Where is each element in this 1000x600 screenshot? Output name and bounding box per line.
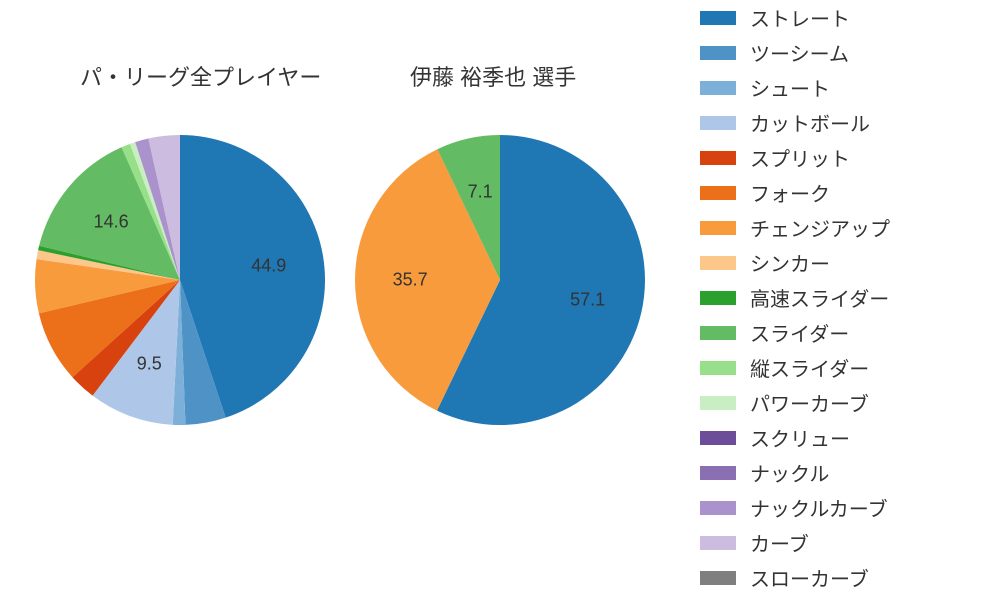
legend-swatch	[700, 501, 736, 515]
pie-label: 44.9	[251, 255, 286, 276]
legend-label: パワーカーブ	[750, 388, 869, 417]
legend-item: 縦スライダー	[700, 350, 980, 385]
pie-league	[33, 133, 327, 427]
legend-item: スプリット	[700, 140, 980, 175]
legend-label: フォーク	[750, 178, 830, 207]
legend-item: ナックルカーブ	[700, 490, 980, 525]
legend-item: チェンジアップ	[700, 210, 980, 245]
legend-item: シュート	[700, 70, 980, 105]
legend-label: カーブ	[750, 528, 809, 557]
legend-label: ナックルカーブ	[750, 493, 888, 522]
legend-item: スローカーブ	[700, 560, 980, 595]
legend: ストレートツーシームシュートカットボールスプリットフォークチェンジアップシンカー…	[700, 0, 980, 595]
legend-swatch	[700, 186, 736, 200]
pie-label: 35.7	[393, 269, 428, 290]
legend-swatch	[700, 256, 736, 270]
pie-label: 7.1	[468, 182, 493, 203]
legend-item: シンカー	[700, 245, 980, 280]
legend-label: スプリット	[750, 143, 850, 172]
pie-label: 57.1	[570, 290, 605, 311]
legend-swatch	[700, 291, 736, 305]
legend-swatch	[700, 326, 736, 340]
legend-label: ナックル	[750, 458, 829, 487]
legend-swatch	[700, 361, 736, 375]
legend-label: スライダー	[750, 318, 849, 347]
legend-swatch	[700, 396, 736, 410]
legend-swatch	[700, 81, 736, 95]
legend-label: ツーシーム	[750, 38, 849, 67]
legend-label: スクリュー	[750, 423, 850, 452]
legend-item: ストレート	[700, 0, 980, 35]
legend-label: カットボール	[750, 108, 870, 137]
legend-swatch	[700, 46, 736, 60]
pie-label: 9.5	[137, 354, 162, 375]
legend-swatch	[700, 116, 736, 130]
legend-item: スクリュー	[700, 420, 980, 455]
legend-item: ツーシーム	[700, 35, 980, 70]
legend-label: チェンジアップ	[750, 213, 890, 242]
legend-label: シュート	[750, 73, 830, 102]
legend-item: カットボール	[700, 105, 980, 140]
legend-item: スライダー	[700, 315, 980, 350]
legend-item: フォーク	[700, 175, 980, 210]
legend-item: 高速スライダー	[700, 280, 980, 315]
pie-label: 14.6	[94, 212, 129, 233]
legend-item: ナックル	[700, 455, 980, 490]
legend-label: ストレート	[750, 3, 850, 32]
legend-swatch	[700, 536, 736, 550]
chart-title-player: 伊藤 裕季也 選手	[410, 60, 576, 92]
legend-label: 縦スライダー	[750, 353, 869, 382]
legend-swatch	[700, 11, 736, 25]
legend-swatch	[700, 221, 736, 235]
legend-swatch	[700, 466, 736, 480]
legend-label: シンカー	[750, 248, 830, 277]
legend-item: カーブ	[700, 525, 980, 560]
legend-label: スローカーブ	[750, 563, 869, 592]
legend-label: 高速スライダー	[750, 283, 889, 312]
chart-title-league: パ・リーグ全プレイヤー	[80, 60, 321, 92]
legend-swatch	[700, 571, 736, 585]
legend-swatch	[700, 151, 736, 165]
legend-swatch	[700, 431, 736, 445]
legend-item: パワーカーブ	[700, 385, 980, 420]
